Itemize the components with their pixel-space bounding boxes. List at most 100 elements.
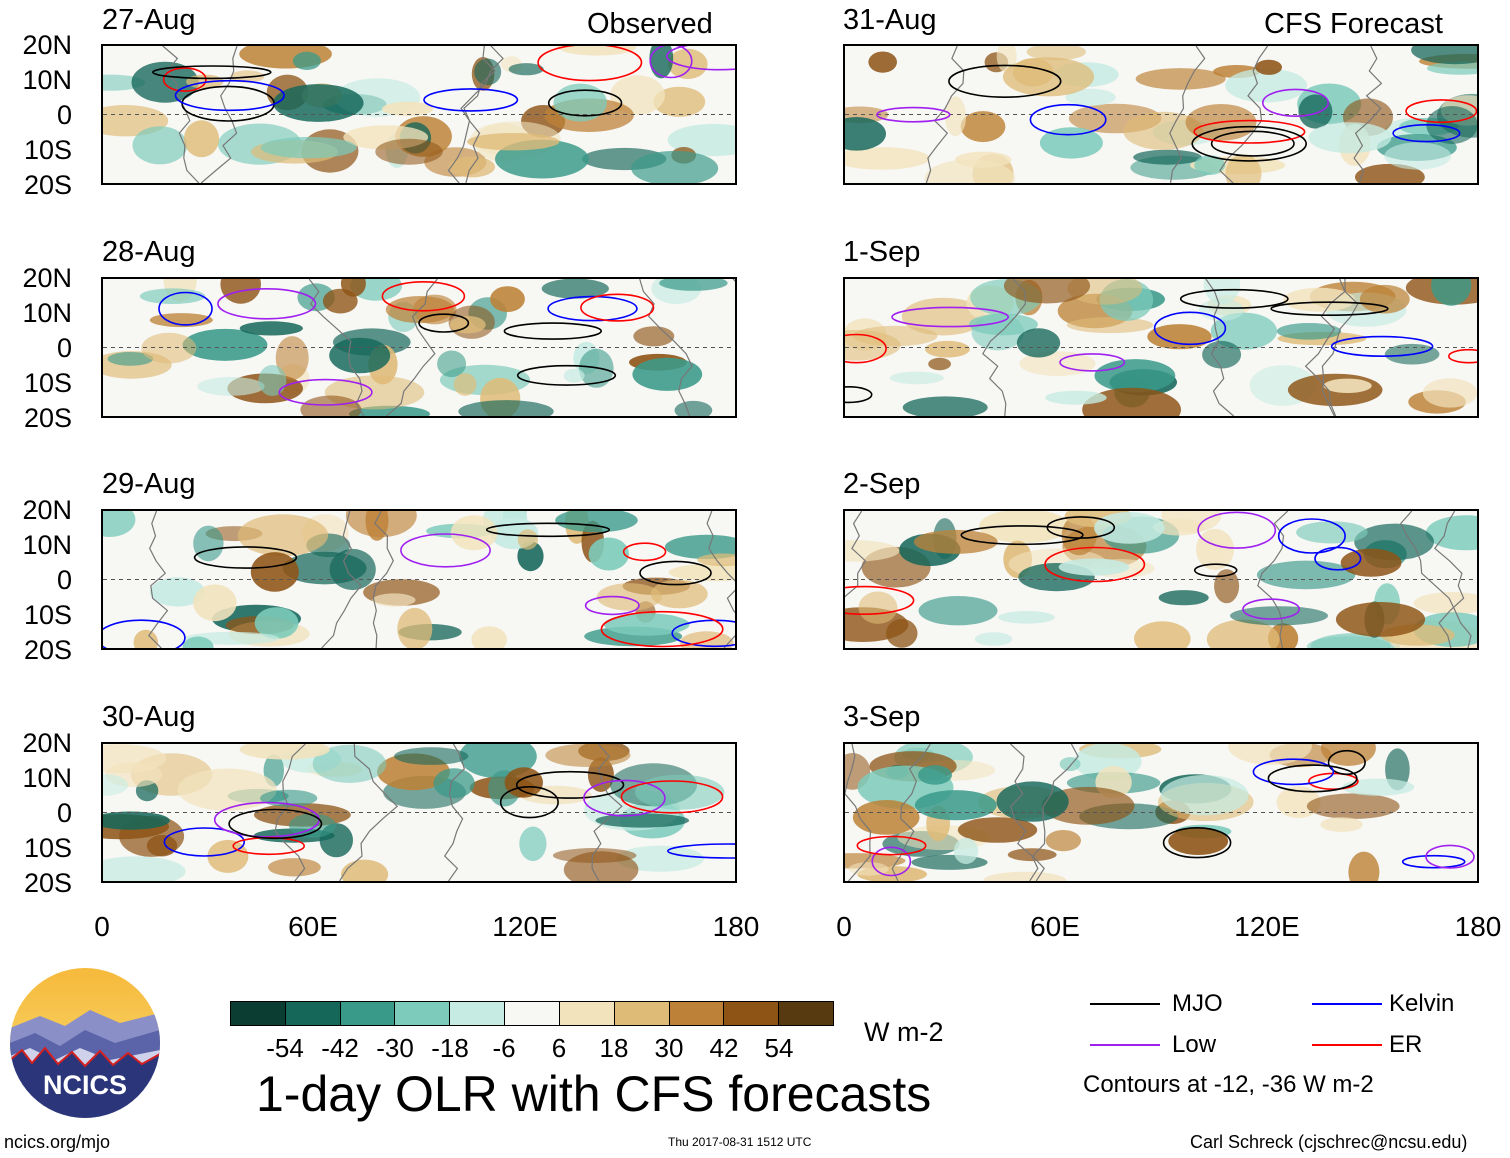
wave-contour [580,293,655,322]
wave-contour [871,846,912,877]
olr-field [845,46,1477,183]
coastline [1010,744,1039,881]
wave-contour [547,89,623,117]
olr-anomaly-blob [289,813,336,838]
olr-anomaly-blob [667,48,708,79]
olr-anomaly-blob [858,591,898,624]
olr-anomaly-blob [1058,558,1130,576]
olr-anomaly-blob [177,768,277,811]
wave-contour [1059,353,1126,372]
lat-label: 10N [22,65,72,95]
wave-contour [158,291,213,326]
olr-anomaly-blob [925,340,970,358]
wave-contour [162,67,207,92]
colorbar-swatch [724,1002,780,1025]
wave-contour [217,287,317,320]
olr-anomaly-blob [616,845,704,872]
wave-contour [1046,516,1116,539]
olr-map-forecast-2 [843,277,1479,418]
olr-anomaly-blob [312,744,387,783]
olr-anomaly-blob [974,632,1013,646]
olr-anomaly-blob [596,583,662,611]
olr-anomaly-blob [1133,149,1202,165]
olr-field [845,511,1477,648]
wave-contour [1401,854,1466,869]
olr-anomaly-blob [183,120,220,158]
wave-contour [1277,518,1346,554]
coastline [1031,744,1079,881]
olr-anomaly-blob [433,768,475,799]
olr-anomaly-blob [1422,378,1477,408]
olr-anomaly-blob [107,352,154,366]
contour-note: Contours at -12, -36 W m-2 [1083,1071,1374,1098]
olr-anomaly-blob [397,607,433,648]
wave-contour [1191,125,1308,162]
olr-anomaly-blob [914,790,997,821]
olr-anomaly-blob [1152,518,1205,536]
olr-anomaly-blob [588,537,629,571]
colorbar-label: -42 [321,1033,359,1063]
olr-anomaly-blob [955,151,1012,168]
wave-contour [1405,99,1477,124]
olr-anomaly-blob [300,395,362,416]
cfs-forecast-label: CFS Forecast [1264,8,1443,40]
olr-anomaly-blob [437,350,467,378]
coastline [148,511,169,648]
olr-anomaly-blob [471,626,507,648]
wave-contour [1327,749,1366,776]
wave-contour [948,64,1062,98]
olr-anomaly-blob [1203,279,1241,305]
lat-label: 20S [23,403,72,433]
olr-anomaly-blob [889,371,944,385]
olr-anomaly-blob [1298,94,1333,129]
panel-date-forecast-4: 3-Sep [843,701,921,733]
colorbar-label: -54 [266,1033,304,1063]
coastline [639,279,693,416]
wave-contour [1330,335,1434,358]
olr-anomaly-blob [508,63,544,76]
wave-contour [516,364,617,386]
wave-contour [103,619,186,648]
olr-anomaly-blob [182,328,268,361]
olr-anomaly-blob [998,611,1055,624]
wave-contour [1392,123,1461,143]
olr-anomaly-blob [467,133,560,151]
olr-anomaly-blob [1168,827,1229,855]
olr-anomaly-blob [1026,46,1086,61]
olr-anomaly-blob [394,747,469,765]
olr-anomaly-blob [1066,317,1154,334]
lat-label: 20S [23,868,72,898]
olr-anomaly-blob [250,552,299,592]
olr-anomaly-blob [1059,757,1081,772]
olr-anomaly-blob [341,859,389,881]
olr-anomaly-blob [1016,328,1061,358]
wave-contour [667,843,735,859]
wave-contour [1029,103,1107,136]
olr-anomaly-blob [557,46,637,56]
logo-text: NCICS [43,1070,127,1100]
olr-map-observed-2 [101,277,737,418]
legend-label-er: ER [1389,1031,1423,1058]
wave-contour [845,585,915,615]
olr-anomaly-blob [1296,521,1368,544]
olr-anomaly-blob [668,563,735,582]
olr-anomaly-blob [207,839,249,873]
footer-url[interactable]: ncics.org/mjo [4,1132,111,1152]
olr-anomaly-blob [1082,387,1181,416]
legend-label-kelvin: Kelvin [1389,990,1455,1017]
colorbar-swatch [395,1002,451,1025]
wave-contour [547,295,638,322]
olr-anomaly-blob [292,51,321,70]
wave-contour [515,770,625,799]
panel-date-observed-2: 28-Aug [102,236,196,268]
lon-label: 120E [492,911,558,942]
olr-anomaly-blob [1094,359,1176,393]
olr-anomaly-blob [845,117,886,151]
olr-anomaly-blob [519,826,547,862]
olr-anomaly-blob [1045,390,1107,405]
panel-date-forecast-3: 2-Sep [843,468,921,500]
wave-contour [622,542,667,562]
olr-anomaly-blob [375,138,443,165]
olr-anomaly-blob [150,577,206,607]
wave-contour [960,525,1084,546]
